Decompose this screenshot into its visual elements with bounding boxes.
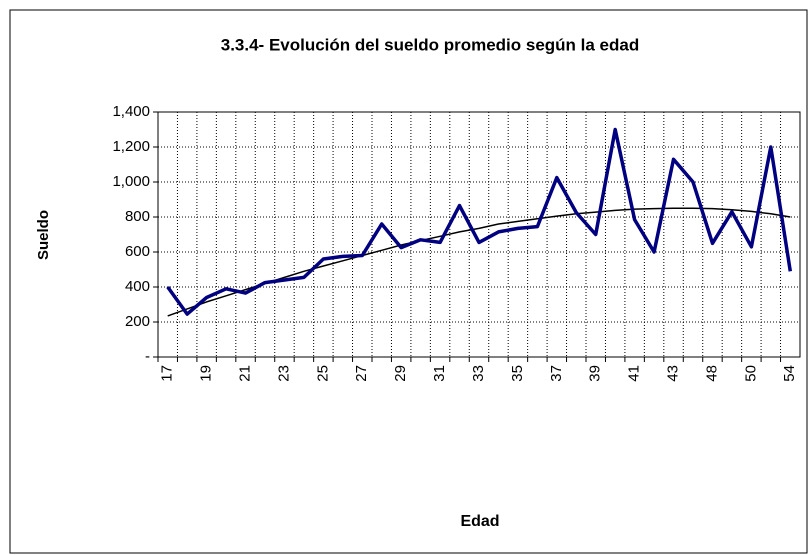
x-tick-label: 29	[392, 365, 409, 382]
y-tick-label: -	[145, 348, 150, 365]
x-tick-label: 23	[275, 365, 292, 382]
x-tick-label: 21	[237, 365, 254, 382]
x-tick-label: 43	[665, 365, 682, 382]
x-tick-label: 48	[703, 365, 720, 382]
x-tick-label: 41	[626, 365, 643, 382]
y-tick-label: 200	[125, 313, 150, 330]
x-tick-label: 19	[198, 365, 215, 382]
plot-border	[157, 111, 801, 358]
chart-title: 3.3.4- Evolución del sueldo promedio seg…	[221, 35, 639, 54]
x-tick-label: 33	[470, 365, 487, 382]
y-tick-label: 600	[125, 243, 150, 260]
y-tick-label: 800	[125, 208, 150, 225]
x-tick-label: 27	[353, 365, 370, 382]
x-tick-label: 31	[431, 365, 448, 382]
x-tick-label: 39	[587, 365, 604, 382]
x-tick-label: 17	[159, 365, 176, 382]
x-tick-label: 35	[509, 365, 526, 382]
y-axis-label: Sueldo	[35, 210, 52, 260]
x-tick-label: 25	[314, 365, 331, 382]
y-tick-label: 1,400	[112, 103, 150, 120]
x-axis-label: Edad	[460, 513, 499, 530]
plot-area	[158, 112, 800, 357]
y-tick-label: 1,000	[112, 173, 150, 190]
data-line	[166, 127, 793, 316]
x-tick-label: 37	[548, 365, 565, 382]
x-tick-label: 50	[742, 365, 759, 382]
y-tick-label: 400	[125, 278, 150, 295]
y-tick-label: 1,200	[112, 138, 150, 155]
x-tick-label: 54	[781, 365, 798, 382]
